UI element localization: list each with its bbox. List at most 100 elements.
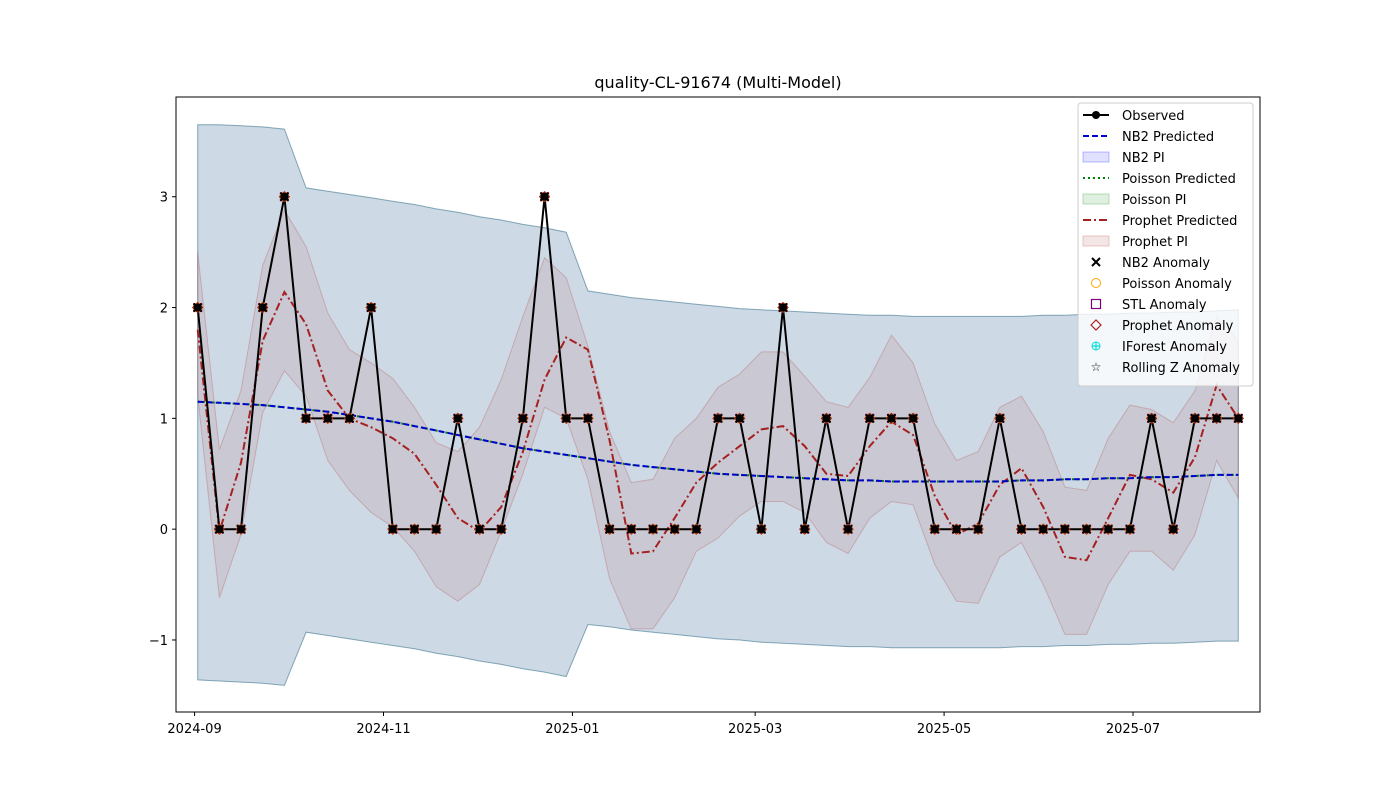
observed-point — [1104, 525, 1113, 534]
observed-point — [1082, 525, 1091, 534]
rolling-z-anomaly-marker: ★ — [236, 523, 246, 536]
observed-point — [822, 414, 831, 423]
observed-point — [583, 414, 592, 423]
rolling-z-anomaly-marker: ★ — [1190, 412, 1200, 425]
rolling-z-anomaly-marker: ★ — [800, 523, 810, 536]
legend-poisson-pi-swatch — [1082, 193, 1110, 205]
observed-point — [865, 414, 874, 423]
observed-point — [518, 414, 527, 423]
observed-point — [237, 525, 246, 534]
legend: Observed NB2 Predicted NB2 PI Poisson Predi… — [1077, 102, 1254, 387]
x-tick-label: 2025-01 — [545, 722, 599, 737]
rolling-z-anomaly-marker: ★ — [1233, 412, 1243, 425]
legend-nb2-pi-label: NB2 PI — [1122, 151, 1165, 166]
observed-point — [1017, 525, 1026, 534]
legend-poisson-pi-label: Poisson PI — [1122, 193, 1187, 208]
rolling-z-anomaly-marker: ★ — [756, 523, 766, 536]
observed-point — [258, 303, 267, 312]
x-tick-label: 2024-09 — [167, 722, 221, 737]
legend-nb2-pi-swatch — [1082, 151, 1110, 163]
rolling-z-anomaly-marker: ★ — [410, 523, 420, 536]
band-0 — [197, 124, 1239, 686]
legend-iforest-anomaly-swatch-cross — [1092, 342, 1100, 350]
rolling-z-anomaly-marker: ★ — [887, 412, 897, 425]
rolling-z-anomaly-marker: ★ — [518, 412, 528, 425]
chart-title: quality-CL-91674 (Multi-Model) — [594, 73, 841, 92]
observed-point — [995, 414, 1004, 423]
rolling-z-anomaly-marker: ★ — [1082, 523, 1092, 536]
observed-point — [779, 303, 788, 312]
rolling-z-anomaly-marker: ★ — [496, 523, 506, 536]
y-tick-label: 2 — [160, 302, 168, 317]
observed-point — [1125, 525, 1134, 534]
legend-poisson-predicted-label: Poisson Predicted — [1122, 172, 1236, 187]
legend-observed-label: Observed — [1122, 109, 1185, 124]
legend-prophet-pi-swatch — [1082, 235, 1110, 247]
observed-point — [670, 525, 679, 534]
observed-point — [844, 525, 853, 534]
rolling-z-anomaly-marker: ★ — [778, 302, 788, 315]
plot-area: ★ ★ ★ ★ ★ ★ ★ ★ ★ ★ ★ ★ ★ ★ ★ ★ ★ ★ ★ ★ ★ ★ ★ ★ ★ ★ ★ ★ ★ ★ ★ ★ ★ ★ ★ ★ ★ ★ ★ ★… — [149, 96, 1261, 737]
series-line-prophet-predicted — [196, 289, 1240, 562]
rolling-z-anomaly-marker: ★ — [345, 412, 355, 425]
observed-point — [605, 525, 614, 534]
legend-nb2-predicted-label: NB2 Predicted — [1122, 130, 1214, 145]
rolling-z-anomaly-marker: ★ — [605, 523, 615, 536]
observed-point — [1190, 414, 1199, 423]
legend-iforest-anomaly-label: IForest Anomaly — [1122, 340, 1227, 355]
x-tick-label: 2025-05 — [917, 722, 971, 737]
legend-prophet-pi-label: Prophet PI — [1122, 235, 1188, 250]
y-tick-label: 0 — [160, 523, 168, 538]
observed-point — [453, 414, 462, 423]
rolling-z-anomaly-marker: ★ — [626, 523, 636, 536]
observed-point — [215, 525, 224, 534]
rolling-z-anomaly-marker: ★ — [323, 412, 333, 425]
rolling-z-anomaly-marker: ★ — [670, 523, 680, 536]
observed-point — [735, 414, 744, 423]
observed-point — [410, 525, 419, 534]
rolling-z-anomaly-marker: ★ — [995, 412, 1005, 425]
rolling-z-anomaly-marker: ★ — [713, 412, 723, 425]
legend-prophet-predicted-label: Prophet Predicted — [1122, 214, 1237, 229]
observed-point — [388, 525, 397, 534]
rolling-z-anomaly-marker: ★ — [973, 523, 983, 536]
rolling-z-anomaly-marker: ★ — [453, 412, 463, 425]
rolling-z-anomaly-marker: ★ — [952, 523, 962, 536]
observed-point — [280, 192, 289, 201]
rolling-z-anomaly-marker: ★ — [1060, 523, 1070, 536]
rolling-z-anomaly-marker: ★ — [279, 191, 289, 204]
observed-point — [193, 303, 202, 312]
y-tick-label: 3 — [160, 191, 168, 206]
rolling-z-anomaly-marker: ★ — [258, 302, 268, 315]
rolling-z-anomaly-marker: ★ — [388, 523, 398, 536]
rolling-z-anomaly-marker: ★ — [583, 412, 593, 425]
y-tick-label: 1 — [160, 412, 168, 427]
series-line-nb2-predicted — [197, 400, 1239, 483]
rolling-z-anomaly-marker: ★ — [1168, 523, 1178, 536]
observed-point — [1039, 525, 1048, 534]
observed-point — [800, 525, 809, 534]
x-tick-label: 2025-03 — [728, 722, 782, 737]
rolling-z-anomaly-marker: ★ — [735, 412, 745, 425]
observed-point — [1212, 414, 1221, 423]
observed-point — [367, 303, 376, 312]
legend-observed-marker — [1092, 111, 1100, 119]
legend-rolling-z-anomaly-swatch: ☆ — [1091, 360, 1102, 374]
observed-point — [757, 525, 766, 534]
rolling-z-anomaly-marker: ★ — [865, 412, 875, 425]
legend-box — [1077, 102, 1254, 387]
rolling-z-anomaly-marker: ★ — [193, 302, 203, 315]
rolling-z-anomaly-marker: ★ — [1017, 523, 1027, 536]
legend-nb2-anomaly-swatch — [1091, 257, 1101, 267]
observed-point — [648, 525, 657, 534]
rolling-z-anomaly-marker: ★ — [431, 523, 441, 536]
observed-point — [540, 192, 549, 201]
rolling-z-anomaly-marker: ★ — [691, 523, 701, 536]
rolling-z-anomaly-marker: ★ — [475, 523, 485, 536]
observed-point — [887, 414, 896, 423]
y-tick-label: −1 — [149, 634, 168, 649]
legend-poisson-anomaly-swatch — [1091, 278, 1101, 288]
observed-point — [302, 414, 311, 423]
legend-stl-anomaly-label: STL Anomaly — [1122, 298, 1207, 313]
observed-point — [692, 525, 701, 534]
